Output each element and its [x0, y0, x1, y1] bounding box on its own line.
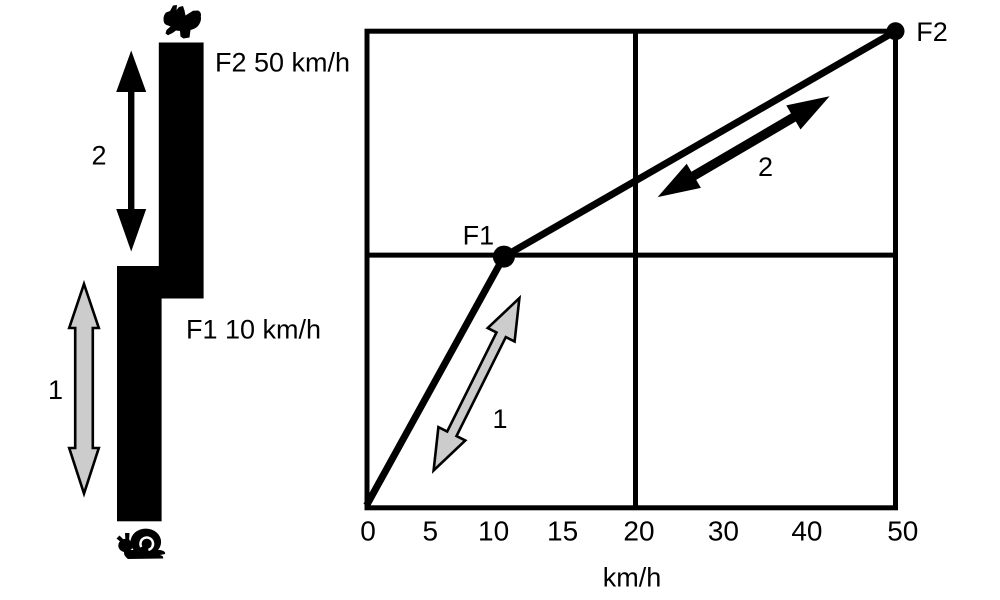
svg-text:15: 15 [547, 516, 578, 547]
svg-text:0: 0 [360, 516, 376, 547]
svg-text:1: 1 [48, 375, 63, 405]
svg-text:F1: F1 [463, 221, 495, 251]
svg-text:1: 1 [493, 404, 508, 434]
svg-text:40: 40 [791, 516, 822, 547]
svg-text:2: 2 [758, 152, 773, 182]
svg-text:F1 10 km/h: F1 10 km/h [186, 315, 321, 345]
svg-text:30: 30 [708, 516, 739, 547]
svg-text:km/h: km/h [603, 563, 662, 593]
svg-text:50: 50 [887, 516, 918, 547]
svg-text:F2: F2 [916, 17, 948, 47]
svg-text:F2 50 km/h: F2 50 km/h [215, 48, 350, 78]
svg-text:10: 10 [478, 516, 509, 547]
svg-text:5: 5 [423, 516, 439, 547]
svg-text:2: 2 [92, 141, 107, 171]
svg-text:20: 20 [623, 516, 654, 547]
